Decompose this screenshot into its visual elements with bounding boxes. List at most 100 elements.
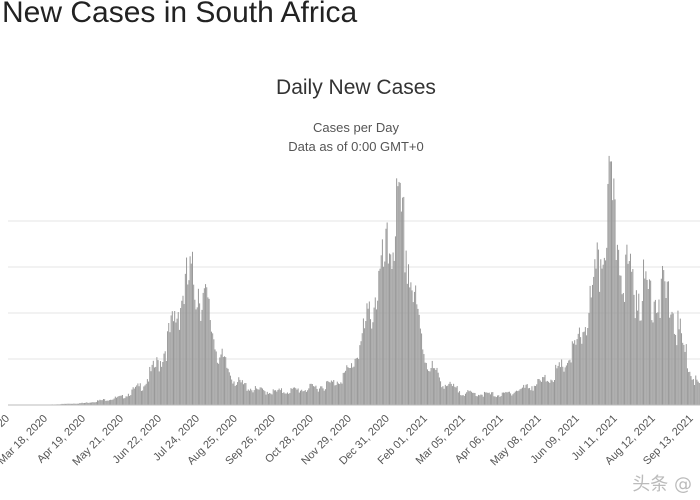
bar: [266, 391, 268, 405]
bar: [537, 379, 539, 405]
bar: [589, 285, 591, 405]
bar: [548, 381, 550, 405]
bar: [291, 388, 293, 405]
bar: [277, 389, 279, 405]
bar: [119, 395, 121, 405]
bar: [512, 394, 514, 405]
bar: [214, 349, 216, 405]
bar: [343, 372, 345, 405]
bar: [368, 301, 370, 405]
bar: [91, 402, 93, 405]
bar: [605, 260, 607, 405]
bar: [150, 371, 152, 405]
bar: [409, 287, 411, 405]
bar: [187, 284, 189, 405]
bar: [334, 385, 336, 405]
bar: [520, 388, 522, 405]
bar: [135, 386, 137, 405]
bar: [297, 388, 299, 405]
bar: [239, 379, 241, 405]
bar: [391, 268, 393, 405]
bar: [169, 332, 171, 405]
bar: [116, 397, 118, 405]
bar: [381, 239, 383, 405]
bar: [552, 382, 554, 405]
bar: [384, 261, 386, 405]
bar: [68, 403, 70, 405]
bar: [318, 388, 320, 405]
bar: [670, 314, 672, 405]
bar: [524, 387, 526, 405]
bar: [513, 392, 515, 405]
bar: [212, 333, 214, 405]
bar: [607, 183, 609, 405]
bar: [582, 332, 584, 405]
bar: [464, 393, 466, 405]
bar: [442, 386, 444, 405]
bar: [284, 393, 286, 405]
bar: [113, 398, 115, 405]
bar: [145, 383, 147, 405]
bar: [222, 356, 224, 405]
bar: [481, 394, 483, 405]
bar: [620, 275, 622, 405]
bar: [476, 396, 478, 405]
bar: [88, 402, 90, 405]
bar: [470, 391, 472, 405]
bar: [168, 323, 170, 405]
bar: [595, 268, 597, 405]
bar: [149, 366, 151, 405]
bar: [628, 261, 630, 405]
bar: [114, 396, 116, 405]
bar: [495, 397, 497, 405]
bar: [653, 301, 655, 405]
bar: [263, 390, 265, 405]
bar: [663, 270, 665, 405]
bar: [233, 381, 235, 405]
bar: [164, 351, 166, 405]
bar: [632, 269, 634, 405]
bar: [558, 362, 560, 405]
bar: [561, 359, 563, 405]
bar: [216, 362, 218, 405]
bar: [205, 284, 207, 405]
bar: [253, 390, 255, 405]
bar: [340, 382, 342, 405]
bar: [664, 281, 666, 405]
bar: [125, 396, 127, 405]
bar: [486, 392, 488, 405]
bar: [228, 372, 230, 405]
bar: [695, 375, 697, 405]
bar: [614, 199, 616, 405]
bar: [599, 291, 601, 405]
bar: [387, 263, 389, 405]
bar: [426, 369, 429, 405]
bar: [447, 385, 449, 405]
bar: [93, 402, 95, 405]
bar: [491, 392, 493, 405]
bar: [367, 308, 369, 405]
bar: [538, 379, 540, 405]
bar: [79, 403, 81, 405]
bar: [652, 322, 654, 405]
bar: [80, 403, 82, 405]
bar: [487, 392, 489, 405]
bar: [72, 403, 74, 405]
bar: [383, 266, 385, 405]
bar: [265, 394, 267, 405]
bar: [295, 388, 297, 405]
bar: [339, 384, 341, 405]
bar: [594, 259, 596, 405]
bar: [648, 279, 650, 405]
bar: [171, 311, 173, 405]
bar: [673, 333, 675, 405]
bar: [554, 380, 556, 405]
bar: [539, 380, 541, 405]
bar: [397, 186, 399, 405]
bar: [288, 393, 290, 405]
bar: [400, 211, 402, 405]
bar: [260, 387, 262, 405]
bar: [183, 304, 185, 405]
bar: [416, 304, 418, 405]
